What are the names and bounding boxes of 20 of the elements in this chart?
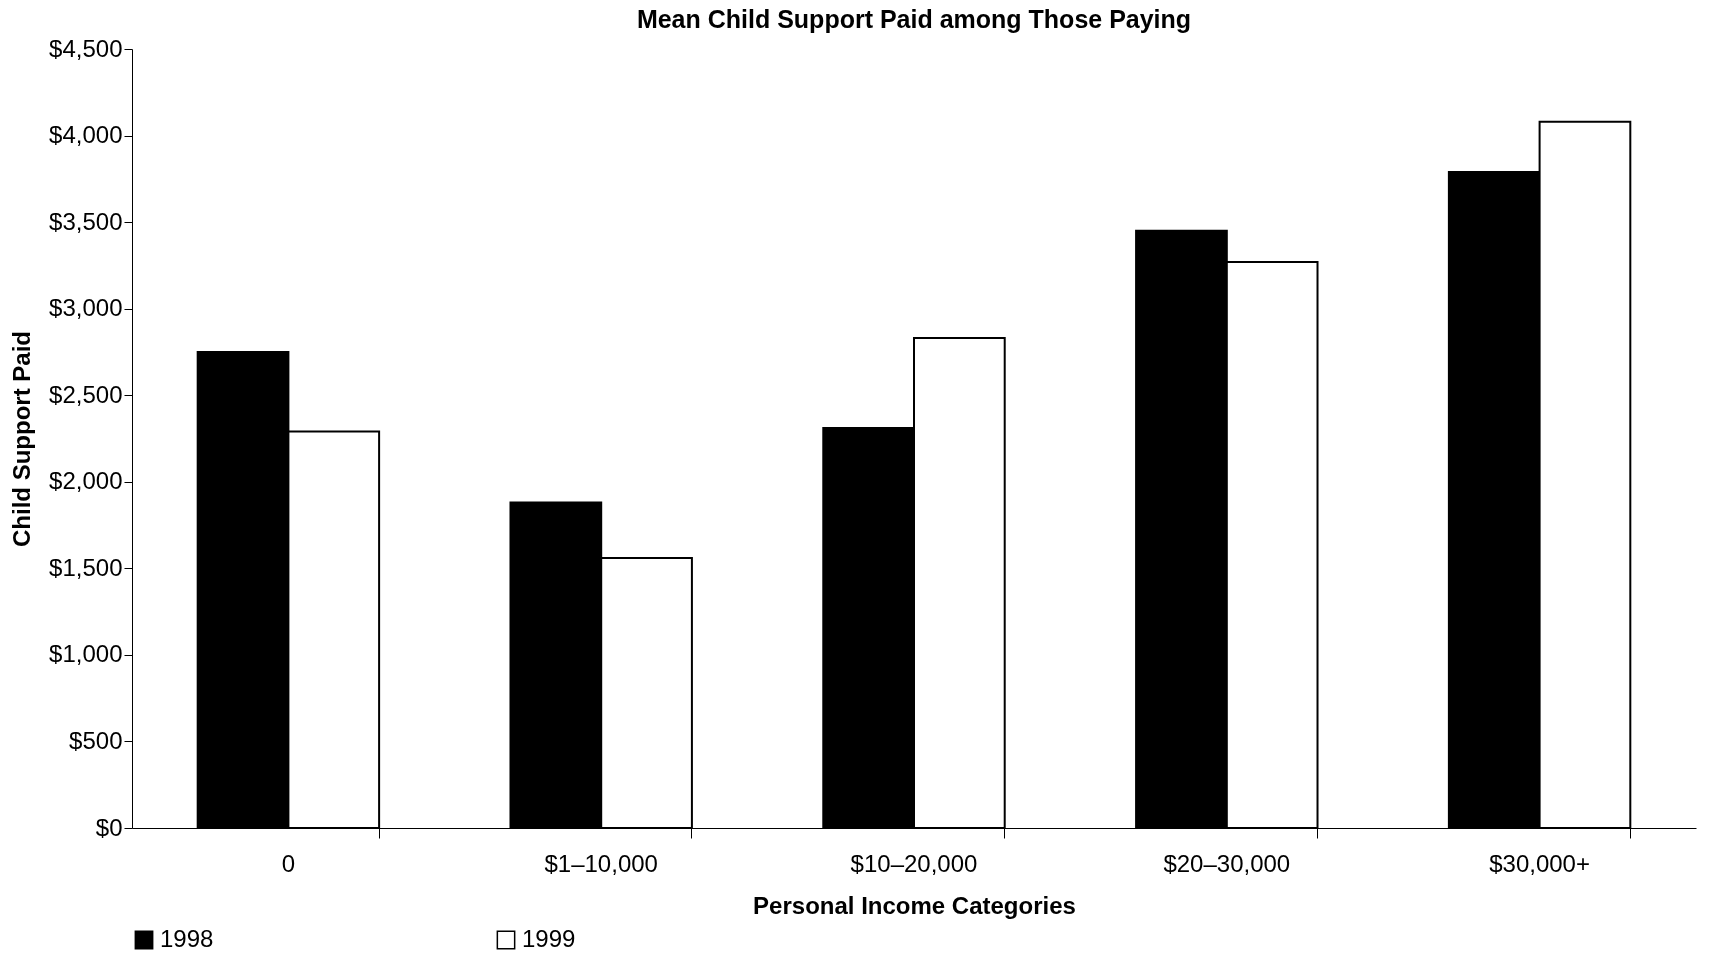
chart-title: Mean Child Support Paid among Those Paying [636,5,1192,33]
y-tick-label: $500 [69,726,123,754]
y-tick-label: $3,500 [49,207,123,235]
y-tick-label: $1,500 [49,553,123,581]
legend-label: 1999 [522,925,576,952]
y-tick-label: $0 [95,813,123,841]
y-tick-label: $4,000 [49,121,123,149]
x-tick-label: $30,000+ [1489,849,1590,877]
y-tick-label: $1,000 [49,640,123,668]
y-tick-label: $4,500 [49,34,123,62]
y-tick-label: $2,500 [49,380,123,408]
x-tick-label: $10–20,000 [850,849,978,877]
x-tick-label: $20–30,000 [1163,849,1291,877]
x-tick-label: $1–10,000 [544,849,658,877]
x-axis-title: Personal Income Categories [753,891,1076,919]
x-tick-label: 0 [281,849,296,877]
y-axis-title: Child Support Paid [8,331,36,547]
y-tick-label: $3,000 [49,294,123,322]
legend-label: 1998 [160,925,214,952]
y-tick-label: $2,000 [49,467,123,495]
